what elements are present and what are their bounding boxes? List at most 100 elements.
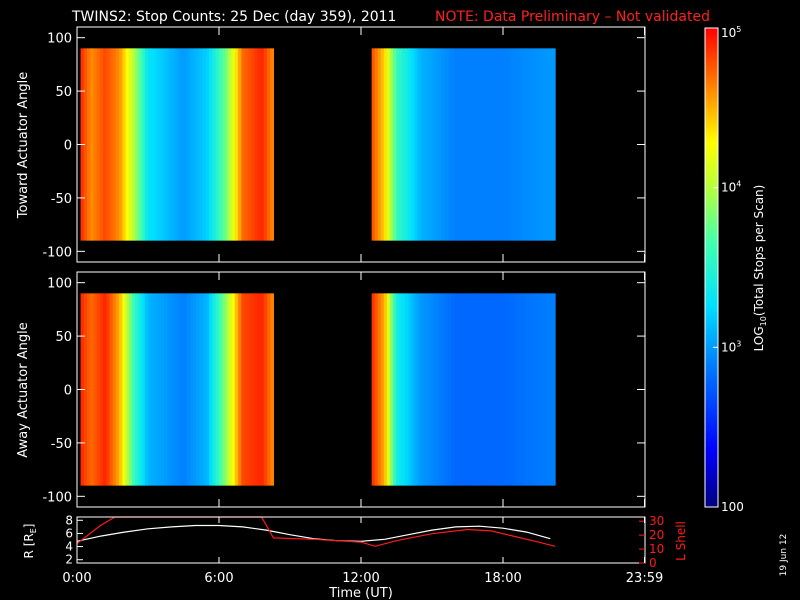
spectrogram-cell <box>500 48 504 241</box>
spectrogram-cell <box>524 48 529 241</box>
spectrogram-cell <box>228 293 233 486</box>
spectrogram-cell <box>103 48 107 241</box>
spectrogram-cell <box>399 293 403 486</box>
spectrogram-cell <box>405 48 409 241</box>
spectrogram-cell <box>167 293 172 486</box>
lshell-series-line <box>76 516 556 547</box>
orbit-panel-frame <box>76 516 646 564</box>
spectrogram-cell <box>506 48 510 241</box>
figure-title: TWINS2: Stop Counts: 25 Dec (day 359), 2… <box>71 9 396 25</box>
time-tick-label: 18:00 <box>484 571 521 586</box>
spectrogram-cell <box>254 48 258 241</box>
spectrogram-cell <box>457 48 461 241</box>
spectrogram-cell <box>383 48 388 241</box>
toward-angle-panel: -100 -50 0 50 100 Toward Actuator Angle <box>16 26 646 263</box>
spectrogram-cell <box>417 48 422 241</box>
spectrogram-cell <box>122 48 127 241</box>
spectrogram-cell <box>93 293 98 486</box>
spectrogram-cell <box>131 293 136 486</box>
spectrogram-cell <box>503 293 507 486</box>
spectrogram-cell <box>250 293 255 486</box>
spectrogram-cell <box>475 48 480 241</box>
spectrogram-cell <box>536 48 541 241</box>
spectrogram-cell <box>393 48 397 241</box>
spectrogram-cell <box>270 48 275 241</box>
spectrogram-cell <box>244 48 249 241</box>
spectrogram-cell <box>552 293 556 486</box>
spectrogram-cell <box>170 293 175 486</box>
spectrogram-cell <box>377 48 382 241</box>
spectrogram-cell <box>414 293 419 486</box>
spectrogram-cell <box>267 48 271 241</box>
spectrogram-cell <box>186 48 191 241</box>
spectrogram-cell <box>170 48 175 241</box>
toward-x-ticks <box>76 27 646 262</box>
spectrogram-cell <box>402 48 406 241</box>
spectrogram-cell <box>267 293 271 486</box>
spectrogram-cell <box>90 293 94 486</box>
spectrogram-cell <box>377 293 382 486</box>
spectrogram-cell <box>396 48 400 241</box>
spectrogram-cell <box>438 48 443 241</box>
spectrogram-cell <box>186 293 191 486</box>
spectrogram-cell <box>441 48 446 241</box>
spectrogram-cell <box>399 48 403 241</box>
spectrogram-cell <box>405 293 409 486</box>
spectrogram-cell <box>429 293 434 486</box>
spectrogram-cell <box>380 293 385 486</box>
spectrogram-cell <box>463 48 468 241</box>
spectrogram-cell <box>506 293 510 486</box>
time-axis-label: Time (UT) <box>328 586 393 600</box>
spectrogram-cell <box>135 48 140 241</box>
spectrogram-cell <box>396 293 400 486</box>
lshell-tick-label: 10 <box>649 542 664 556</box>
radius-tick-label: 8 <box>65 513 73 527</box>
spectrogram-cell <box>496 293 501 486</box>
spectrogram-cell <box>241 293 246 486</box>
spectrogram-cell <box>472 48 477 241</box>
spectrogram-cell <box>173 293 178 486</box>
y-tick-label: 100 <box>47 277 72 292</box>
preliminary-note: NOTE: Data Preliminary – Not validated <box>435 9 710 25</box>
spectrogram-cell <box>380 48 385 241</box>
spectrogram-cell <box>432 293 437 486</box>
spectrogram-cell <box>189 48 194 241</box>
spectrogram-cell <box>209 48 213 241</box>
y-tick-label: 0 <box>64 384 72 399</box>
spectrogram-cell <box>164 293 168 486</box>
spectrogram-cell <box>389 48 394 241</box>
y-tick-label: -50 <box>51 192 72 207</box>
spectrogram-cell <box>518 293 523 486</box>
time-x-ticks: 0:00 6:00 12:00 18:00 23:59 <box>62 517 663 586</box>
spectrogram-cell <box>408 48 412 241</box>
spectrogram-cell <box>463 293 468 486</box>
colorbar-gradient <box>704 27 719 508</box>
spectrogram-cell <box>533 48 538 241</box>
spectrogram-cell <box>199 48 204 241</box>
colorbar: 105 104 103 100 LOG10(Total Stops per Scan) <box>704 25 768 514</box>
spectrogram-cell <box>231 48 236 241</box>
spectrogram-cell <box>167 48 172 241</box>
spectrogram-cell <box>135 293 140 486</box>
spectrogram-cell <box>86 48 91 241</box>
spectrogram-cell <box>247 48 252 241</box>
toward-y-axis-label: Toward Actuator Angle <box>16 72 31 219</box>
spectrogram-cell <box>548 293 553 486</box>
spectrogram-cell <box>257 293 262 486</box>
away-y-axis-label: Away Actuator Angle <box>16 322 31 457</box>
spectrogram-cell <box>196 48 201 241</box>
spectrogram-cell <box>466 293 471 486</box>
radius-axis-label: R [RE] <box>22 524 38 559</box>
spectrogram-cell <box>438 293 443 486</box>
spectrogram-cell <box>481 293 486 486</box>
spectrogram-cell <box>183 293 188 486</box>
spectrogram-cell <box>193 293 197 486</box>
spectrogram-cell <box>454 293 458 486</box>
y-tick-label: 100 <box>47 32 72 47</box>
away-angle-panel: -100 -50 0 50 100 Away Actuator Angle <box>16 271 646 508</box>
orbit-lines <box>76 516 556 547</box>
spectrogram-cell <box>148 293 152 486</box>
spectrogram-cell <box>374 293 379 486</box>
spectrogram-cell <box>128 48 133 241</box>
spectrogram-cell <box>393 293 397 486</box>
